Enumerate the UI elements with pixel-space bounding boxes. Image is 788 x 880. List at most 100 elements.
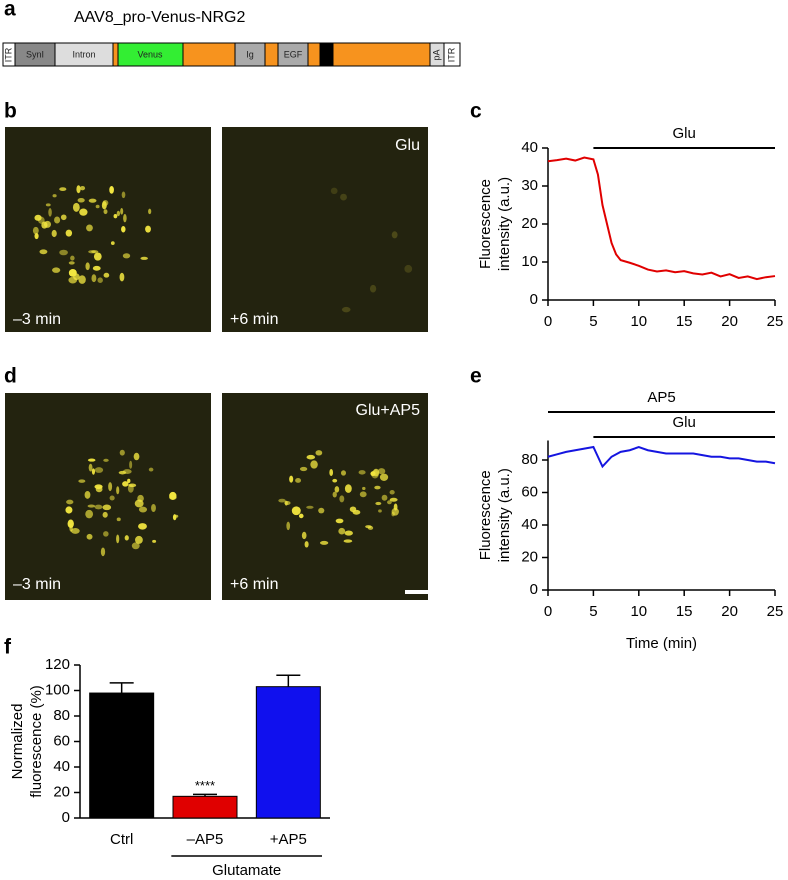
cell [374,485,381,490]
cell [339,495,345,503]
annotation-label: Glu [673,125,696,142]
segment-label: EGF [284,49,303,59]
cell [59,187,67,192]
panel-label: d [4,365,17,388]
cell [87,458,96,462]
cell [358,470,366,475]
bar [89,692,155,819]
cell [95,204,100,209]
cell [306,505,314,509]
cell [340,193,347,201]
x-tick-label: 25 [767,603,784,620]
panel-label: f [4,636,12,659]
cell [39,249,48,255]
cell [148,208,152,215]
cell [286,521,291,531]
cell [301,531,307,540]
cell [289,475,294,483]
x-tick-label: 5 [589,313,597,330]
segment-label: pA [431,49,441,60]
y-axis-label: Fluorescence [477,470,494,560]
cell [103,531,109,537]
cell [391,231,398,239]
group-label: Glutamate [212,862,281,879]
cell [344,530,353,536]
cell [66,499,74,505]
x-tick-label: 15 [676,313,693,330]
cell [369,284,377,293]
cell [131,542,140,550]
x-axis-label: Time (min) [626,635,697,652]
cell [340,470,347,476]
cell [299,466,308,472]
y-tick-label: 20 [521,548,538,565]
cell [91,274,97,283]
y-tick-label: 30 [521,177,538,194]
segment [443,42,461,67]
cell [116,534,120,544]
cell [135,535,143,544]
cell [94,467,104,473]
cell [319,540,329,545]
cell [371,470,379,479]
cell [349,506,357,513]
annotation-label: AP5 [647,389,675,406]
cell [65,506,73,514]
cell [404,264,413,273]
cell [116,210,121,217]
segment [264,42,279,67]
x-tick-label: 5 [589,603,597,620]
y-tick-label: 80 [521,451,538,468]
cell [278,498,286,503]
bar [172,795,238,819]
cell [73,273,80,281]
segment-label: SynI [26,49,44,59]
cell [54,216,61,224]
cell [85,509,94,519]
cell [45,203,51,207]
cell [60,214,67,221]
cell [116,517,121,522]
cell [86,533,93,540]
cell [65,229,73,237]
cell [332,478,338,483]
cell [381,494,388,501]
cell [362,486,366,491]
cell [389,490,395,495]
cell [86,224,93,232]
cell [291,506,301,516]
cell [32,226,39,235]
y-tick-label: 40 [521,139,538,156]
x-tick-label: +AP5 [270,831,307,848]
segment-label: ITR [446,47,456,62]
significance-label: **** [195,778,215,793]
cell [389,497,398,502]
cell [52,267,61,273]
cell [335,518,344,524]
cell [377,468,386,475]
cell [341,306,351,313]
y-tick-label: 100 [45,681,70,698]
cell [110,241,115,246]
cell [68,261,75,265]
segment-label: Ig [246,49,254,59]
cell [169,494,177,500]
segment [332,42,431,67]
segment [112,42,119,67]
cell [103,209,108,215]
cell [78,275,86,284]
x-tick-label: Ctrl [110,831,133,848]
cell [103,272,110,278]
panel-label: b [4,100,17,123]
segment-label: Intron [72,49,95,59]
cell [34,232,39,240]
segment [307,42,321,67]
image-time: –3 min [13,576,61,593]
annotation-label: Glu [673,414,696,431]
y-tick-label: 80 [53,707,70,724]
y-tick-label: 0 [62,809,70,826]
y-tick-label: 10 [521,253,538,270]
cell [97,277,103,284]
segment [182,42,236,67]
